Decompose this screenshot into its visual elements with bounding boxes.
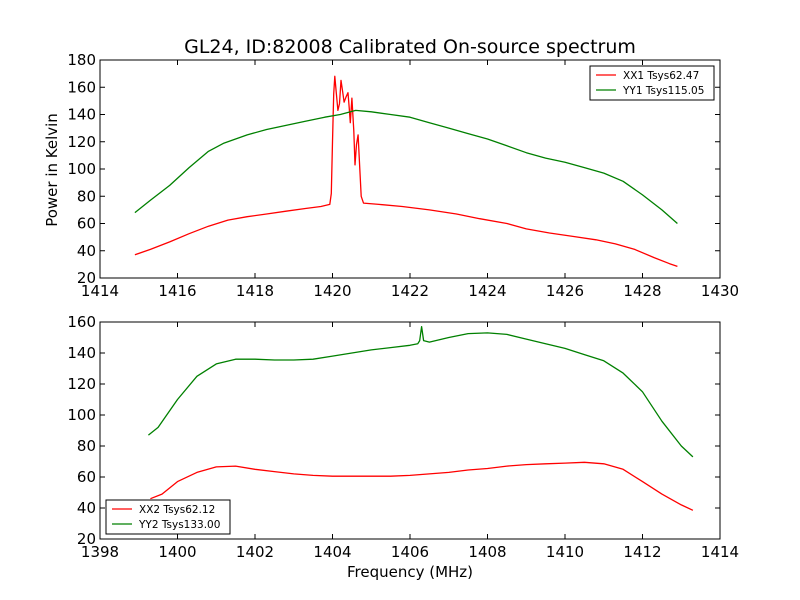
- y-tick-label: 140: [67, 344, 96, 362]
- top-plot: 1414 1416 1418 1420 1422 1424 1426 1428 1430 20 40…: [67, 51, 739, 300]
- y-tick-label: 60: [77, 215, 96, 233]
- y-tick-label: 120: [67, 375, 96, 393]
- legend-label: XX1 Tsys62.47: [623, 70, 699, 82]
- y-tick-label: 80: [77, 437, 96, 455]
- legend-label: YY2 Tsys133.00: [138, 519, 220, 531]
- x-tick-label: 1416: [158, 282, 196, 300]
- x-tick-label: 1414: [81, 282, 119, 300]
- legend: XX2 Tsys62.12 YY2 Tsys133.00: [105, 499, 231, 535]
- x-tick-label: 1420: [313, 282, 351, 300]
- y-tick-label: 20: [77, 530, 96, 548]
- series-line-1-plot-2: [150, 461, 694, 511]
- y-tick-label: 180: [67, 51, 96, 69]
- x-tick-label: 1422: [391, 282, 429, 300]
- y-tick-label: 20: [77, 269, 96, 287]
- legend-box: [589, 65, 715, 101]
- x-tick-label: 1402: [236, 543, 274, 561]
- x-tick-label: 1404: [313, 543, 351, 561]
- y-tick-label: 40: [77, 242, 96, 260]
- x-tick-label: 1398: [81, 543, 119, 561]
- legend-label: XX2 Tsys62.12: [139, 504, 215, 516]
- bottom-plot: 1398 1400 1402 1404 1406 1408 1410 1412 1414 20 40…: [67, 313, 739, 561]
- series-line-2-plot-1: [134, 109, 678, 224]
- x-tick-label: 1408: [468, 543, 506, 561]
- y-tick-label: 100: [67, 160, 96, 178]
- legend: XX1 Tsys62.47 YY1 Tsys115.05: [589, 65, 715, 101]
- x-tick-label: 1410: [546, 543, 584, 561]
- x-tick-label: 1414: [701, 543, 739, 561]
- y-tick-label: 60: [77, 468, 96, 486]
- x-tick-label: 1400: [158, 543, 196, 561]
- x-tick-label: 1418: [236, 282, 274, 300]
- legend-box: [105, 499, 231, 535]
- y-tick-label: 120: [67, 133, 96, 151]
- x-tick-label: 1424: [468, 282, 506, 300]
- y-tick-label: 160: [67, 313, 96, 331]
- x-tick-label: 1406: [391, 543, 429, 561]
- x-tick-label: 1430: [701, 282, 739, 300]
- y-tick-label: 40: [77, 499, 96, 517]
- y-tick-label: 140: [67, 106, 96, 124]
- x-axis-label: Frequency (MHz): [347, 563, 473, 581]
- series-line-2-plot-2: [147, 325, 694, 458]
- x-tick-label: 1428: [623, 282, 661, 300]
- x-tick-label: 1412: [623, 543, 661, 561]
- y-tick-label: 160: [67, 78, 96, 96]
- y-axis-label: Power in Kelvin: [43, 113, 61, 227]
- y-tick-label: 100: [67, 406, 96, 424]
- x-tick-label: 1426: [546, 282, 584, 300]
- series-line-1-plot-1: [134, 75, 678, 268]
- legend-label: YY1 Tsys115.05: [622, 85, 704, 97]
- chart-title: GL24, ID:82008 Calibrated On-source spec…: [184, 36, 636, 58]
- y-tick-label: 80: [77, 187, 96, 205]
